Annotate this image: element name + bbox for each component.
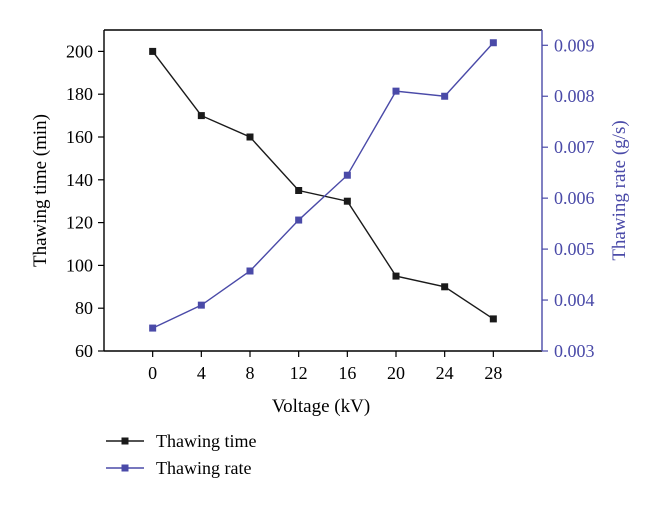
data-point [295,187,303,194]
x-tick-label: 28 [484,363,502,383]
legend-label: Thawing time [156,431,256,451]
legend-label: Thawing rate [156,458,251,478]
series-line [152,42,494,329]
x-tick-label: 20 [387,363,405,383]
data-point [343,197,351,205]
legend-marker [121,437,129,445]
x-tick-label: 16 [338,363,356,383]
y-left-axis-label: Thawing time (min) [30,114,51,267]
legend-entry-0: Thawing time [106,431,256,451]
y-left-tick-label: 120 [66,213,93,233]
y-right-tick-label: 0.007 [554,137,595,157]
data-point [246,267,254,275]
y-left-tick-label: 140 [66,170,93,190]
x-axis-label: Voltage (kV) [272,396,370,417]
series-layer [149,39,497,332]
data-point [246,133,254,141]
series-0 [149,47,497,323]
data-point [343,171,351,179]
data-point [441,283,449,291]
y-left-tick-label: 80 [75,298,93,318]
y-left-tick-label: 60 [75,341,93,361]
series-line [152,50,494,320]
data-point [441,92,449,100]
legend-marker [121,464,129,472]
y-right-axis-label: Thawing rate (g/s) [609,120,630,260]
data-point [295,216,303,224]
legend: Thawing time Thawing rate [106,431,256,478]
y-right-tick-label: 0.008 [554,86,595,106]
plot-frame [103,29,543,352]
y-left-tick-label: 160 [66,127,93,147]
legend-entry-1: Thawing rate [106,458,251,478]
y-left-tick-label: 100 [66,255,93,275]
data-point [489,39,497,47]
series-1 [149,39,497,332]
y-right-tick-label: 0.009 [554,35,595,55]
x-tick-label: 12 [290,363,308,383]
x-tick-label: 24 [436,363,454,383]
x-axis: 0 4 8 12 16 20 24 28 Voltage (kV) [148,351,502,417]
data-point [392,87,400,95]
y-right-tick-label: 0.006 [554,188,595,208]
y-right-tick-label: 0.004 [554,290,595,310]
y-right-tick-label: 0.003 [554,341,595,361]
data-point [392,272,400,280]
data-point [489,315,497,323]
y-left-tick-label: 200 [66,41,93,61]
x-tick-label: 4 [197,363,206,383]
data-point [149,47,157,55]
y-axis-left: 60 80 100 120 140 160 180 200 Thawing time (min) [30,41,104,361]
x-tick-label: 8 [246,363,255,383]
y-left-tick-label: 180 [66,84,93,104]
data-point [149,324,157,332]
y-axis-right: 0.003 0.004 0.005 0.006 0.007 0.008 0.009 Thawi… [542,35,630,361]
y-right-tick-label: 0.005 [554,239,595,259]
data-point [197,112,205,120]
data-point [197,301,205,309]
x-tick-label: 0 [148,363,157,383]
